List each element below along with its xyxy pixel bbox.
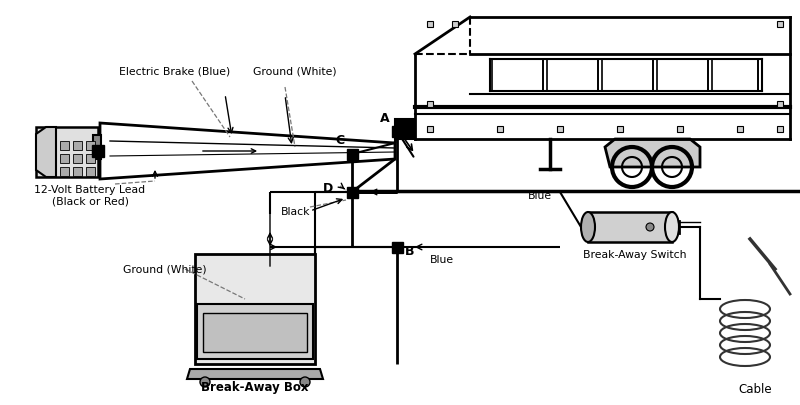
Ellipse shape	[665, 213, 679, 243]
Bar	[86, 168, 95, 177]
Bar	[60, 142, 69, 151]
Bar	[346, 187, 358, 198]
Bar	[777, 127, 783, 133]
Circle shape	[200, 377, 210, 387]
Bar	[93, 136, 101, 160]
Bar	[617, 127, 623, 133]
Bar	[588, 213, 672, 243]
Ellipse shape	[581, 213, 595, 243]
Text: Ground (White): Ground (White)	[253, 67, 337, 77]
Bar	[197, 304, 313, 359]
Bar	[86, 142, 95, 151]
Bar	[777, 22, 783, 28]
Text: Blue: Blue	[430, 254, 454, 264]
Bar	[737, 127, 743, 133]
Text: C: C	[335, 133, 345, 146]
Bar	[557, 127, 563, 133]
Bar	[36, 128, 98, 177]
Text: Break-Away Box: Break-Away Box	[202, 381, 309, 394]
Bar	[427, 22, 433, 28]
Text: 12-Volt Battery Lead
(Black or Red): 12-Volt Battery Lead (Black or Red)	[34, 185, 146, 206]
Bar	[677, 127, 683, 133]
Bar	[92, 146, 104, 158]
Bar	[73, 155, 82, 164]
Polygon shape	[395, 120, 415, 140]
Text: A: A	[380, 111, 390, 124]
Bar	[203, 313, 307, 352]
Polygon shape	[36, 128, 56, 177]
Bar	[73, 142, 82, 151]
Bar	[60, 168, 69, 177]
Polygon shape	[100, 124, 395, 179]
Text: Ground (White): Ground (White)	[123, 264, 207, 274]
Bar	[86, 155, 95, 164]
Bar	[60, 155, 69, 164]
Bar	[346, 149, 358, 160]
Text: Black: Black	[282, 207, 310, 216]
Text: Blue: Blue	[528, 190, 552, 200]
Bar	[195, 254, 315, 364]
Bar	[452, 22, 458, 28]
Circle shape	[300, 377, 310, 387]
Text: Break-Away Switch: Break-Away Switch	[583, 249, 686, 259]
Polygon shape	[187, 369, 323, 379]
Text: B: B	[406, 245, 414, 258]
Polygon shape	[605, 140, 700, 168]
Circle shape	[646, 224, 654, 231]
Text: Electric Brake (Blue): Electric Brake (Blue)	[119, 67, 230, 77]
Bar	[427, 102, 433, 108]
Text: Cable: Cable	[738, 383, 772, 396]
Bar	[777, 102, 783, 108]
Bar	[391, 242, 402, 253]
Bar	[497, 127, 503, 133]
Bar	[391, 126, 402, 137]
Bar	[427, 127, 433, 133]
Bar	[73, 168, 82, 177]
Text: D: D	[323, 181, 333, 194]
